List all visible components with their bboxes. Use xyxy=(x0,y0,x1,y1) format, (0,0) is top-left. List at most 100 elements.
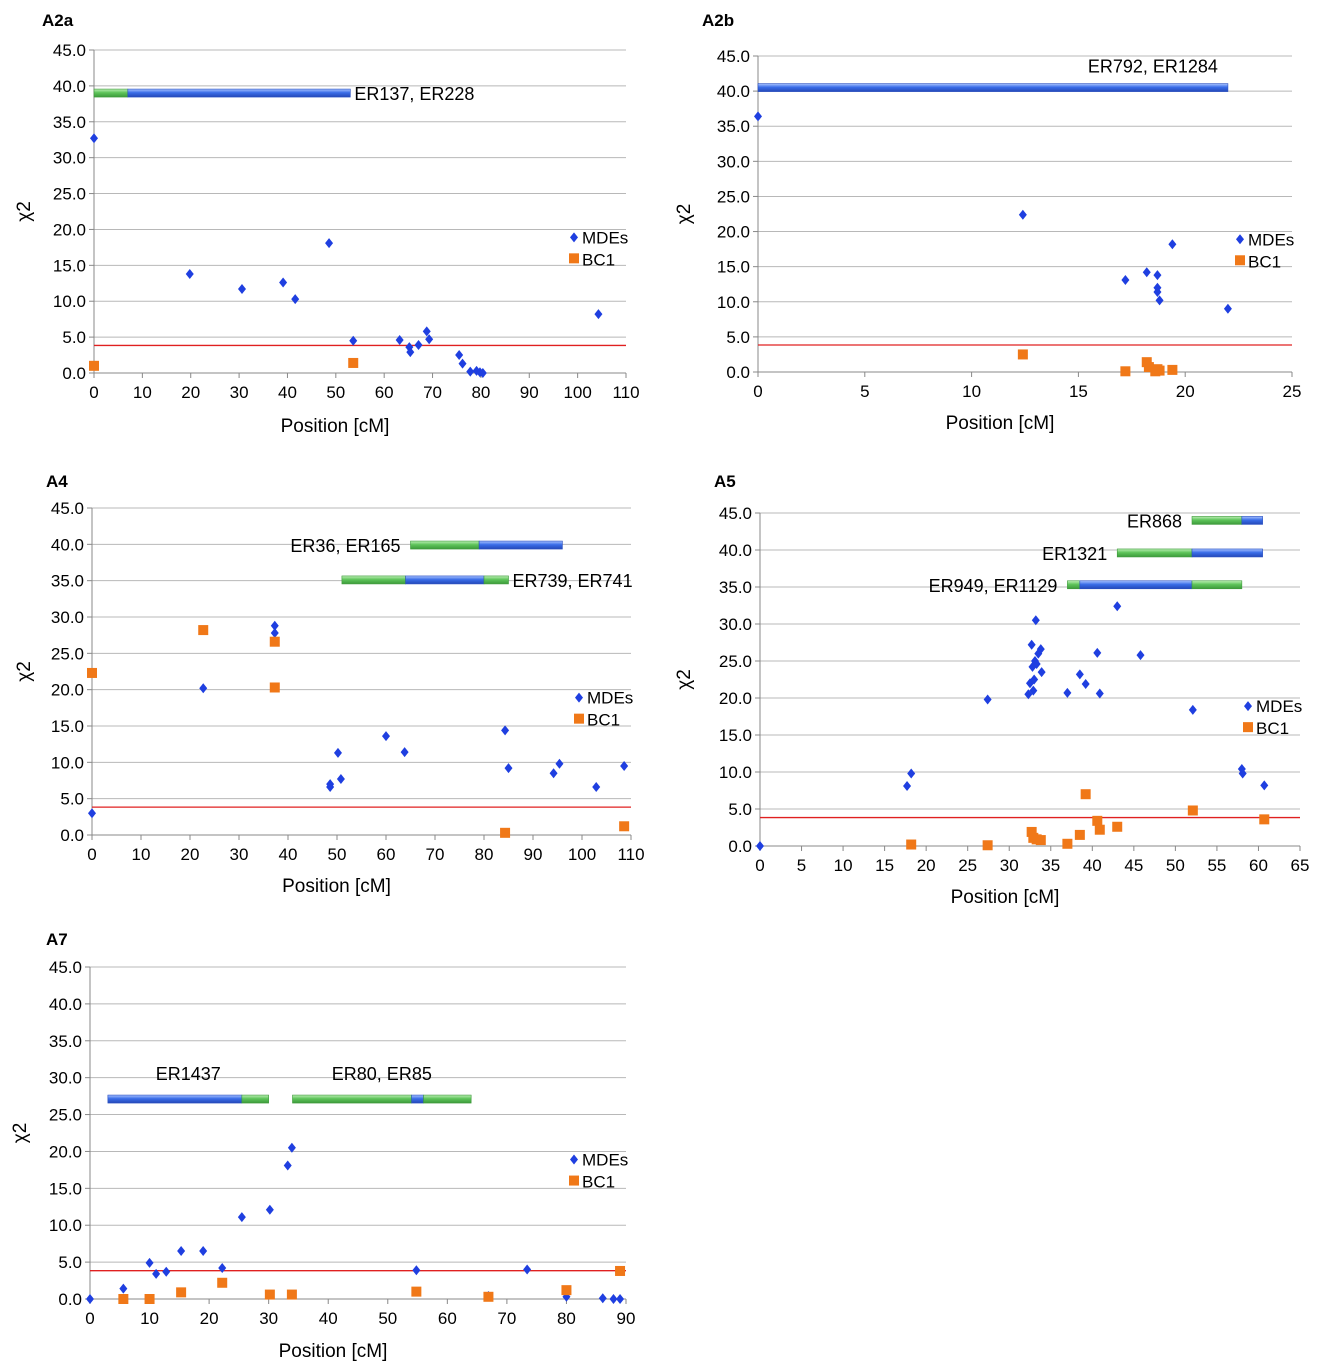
x-tick-label: 40 xyxy=(278,383,297,402)
x-tick-label: 30 xyxy=(1000,856,1019,875)
bc1-point xyxy=(286,1289,297,1300)
region-label: ER1437 xyxy=(156,1064,221,1084)
mdes-point xyxy=(1155,295,1164,306)
y-tick-label: 5.0 xyxy=(58,1253,82,1272)
mdes-point xyxy=(1113,601,1122,612)
y-tick-label: 10.0 xyxy=(53,292,86,311)
mdes-point xyxy=(754,111,762,122)
y-tick-label: 35.0 xyxy=(719,578,752,597)
legend: MDEs BC1 xyxy=(569,228,628,269)
bc1-point xyxy=(1167,364,1178,375)
mdes-point xyxy=(1136,650,1145,661)
mdes-point xyxy=(1032,658,1041,669)
y-tick-label: 0.0 xyxy=(726,363,750,382)
bc1-point xyxy=(619,821,630,832)
bc1-point xyxy=(615,1265,626,1276)
legend-marker-mdes xyxy=(570,1154,578,1165)
x-tick-label: 20 xyxy=(200,1309,219,1328)
mdes-point xyxy=(382,731,390,742)
y-tick-label: 15.0 xyxy=(719,726,752,745)
y-tick-label: 30.0 xyxy=(717,152,750,171)
legend-marker-bc1 xyxy=(574,713,584,724)
panel-title: A4 xyxy=(46,472,68,491)
chart-panel-a5: A5 0.0 5.0 10.0 15.0 20.0 25.0 30.0 35.0 40.0 45.0… xyxy=(674,472,1309,908)
x-axis-label: Position [cM] xyxy=(281,416,390,437)
x-tick-label: 50 xyxy=(328,845,347,864)
legend-label-mdes: MDEs xyxy=(582,228,628,247)
y-tick-label: 5.0 xyxy=(62,328,86,347)
x-axis-label: Position [cM] xyxy=(282,876,391,897)
x-axis-label: Position [cM] xyxy=(946,413,1055,434)
x-tick-label: 40 xyxy=(1083,856,1102,875)
x-tick-label: 0 xyxy=(753,382,762,401)
mdes-point xyxy=(412,1265,421,1276)
mdes-point xyxy=(983,694,992,705)
y-tick-label: 25.0 xyxy=(49,1106,82,1125)
y-tick-label: 0.0 xyxy=(728,837,752,856)
mdes-point xyxy=(907,768,916,779)
bc1-point xyxy=(144,1294,155,1304)
legend-marker-bc1 xyxy=(1235,255,1245,266)
bc1-point xyxy=(1092,815,1103,826)
region-bar-green xyxy=(292,1094,412,1104)
x-tick-label: 5 xyxy=(860,382,869,401)
bc1-point xyxy=(1080,789,1091,800)
legend-label-bc1: BC1 xyxy=(582,250,615,269)
region-label: ER1321 xyxy=(1042,544,1107,564)
mdes-point xyxy=(1036,644,1045,655)
bc1-point xyxy=(1112,821,1123,832)
y-tick-label: 45.0 xyxy=(717,47,750,66)
mdes-point xyxy=(1095,688,1104,699)
mdes-point xyxy=(1029,685,1038,696)
legend-marker-mdes xyxy=(1236,234,1244,245)
bc1-point xyxy=(500,827,511,838)
mdes-point xyxy=(501,725,510,736)
panel-title: A2a xyxy=(42,11,74,30)
bc1-point xyxy=(982,840,993,851)
legend-label-bc1: BC1 xyxy=(1256,719,1289,738)
x-tick-label: 55 xyxy=(1207,856,1226,875)
legend-label-mdes: MDEs xyxy=(582,1151,628,1170)
y-tick-label: 40.0 xyxy=(717,82,750,101)
region-label: ER739, ER741 xyxy=(513,571,633,591)
mdes-point xyxy=(523,1264,532,1275)
region-label: ER949, ER1129 xyxy=(929,576,1058,596)
panel-title: A7 xyxy=(46,930,68,949)
legend-marker-mdes xyxy=(1244,701,1252,712)
x-tick-label: 0 xyxy=(85,1309,94,1328)
x-tick-label: 10 xyxy=(140,1309,159,1328)
x-tick-label: 10 xyxy=(962,382,981,401)
bc1-point xyxy=(483,1291,494,1302)
bc1-point xyxy=(1154,365,1165,376)
mdes-point xyxy=(325,238,334,249)
x-tick-label: 100 xyxy=(568,845,596,864)
legend-marker-bc1 xyxy=(569,253,579,264)
region-bar-green xyxy=(1191,516,1243,525)
mdes-point xyxy=(86,1294,94,1304)
y-tick-label: 45.0 xyxy=(719,504,752,523)
region-label: ER868 xyxy=(1127,511,1182,531)
legend-marker-mdes xyxy=(570,232,578,243)
region-bar-blue xyxy=(411,1094,424,1104)
region-bar-green xyxy=(1067,580,1081,590)
y-tick-label: 40.0 xyxy=(719,541,752,560)
y-tick-label: 25.0 xyxy=(719,652,752,671)
y-tick-label: 25.0 xyxy=(717,187,750,206)
mdes-point xyxy=(455,350,464,361)
y-tick-label: 45.0 xyxy=(49,958,82,977)
y-tick-label: 40.0 xyxy=(53,77,86,96)
region-label: ER792, ER1284 xyxy=(1088,57,1218,77)
x-tick-label: 20 xyxy=(181,845,200,864)
bc1-point xyxy=(269,636,280,647)
bc1-point xyxy=(1259,814,1270,825)
x-tick-label: 70 xyxy=(497,1309,516,1328)
bc1-point xyxy=(348,357,359,368)
mdes-point xyxy=(458,358,467,369)
mdes-point xyxy=(162,1266,171,1277)
x-tick-label: 90 xyxy=(524,845,543,864)
bc1-point xyxy=(561,1285,572,1296)
y-tick-label: 25.0 xyxy=(51,644,84,663)
x-tick-label: 10 xyxy=(133,383,152,402)
mdes-point xyxy=(609,1294,618,1304)
